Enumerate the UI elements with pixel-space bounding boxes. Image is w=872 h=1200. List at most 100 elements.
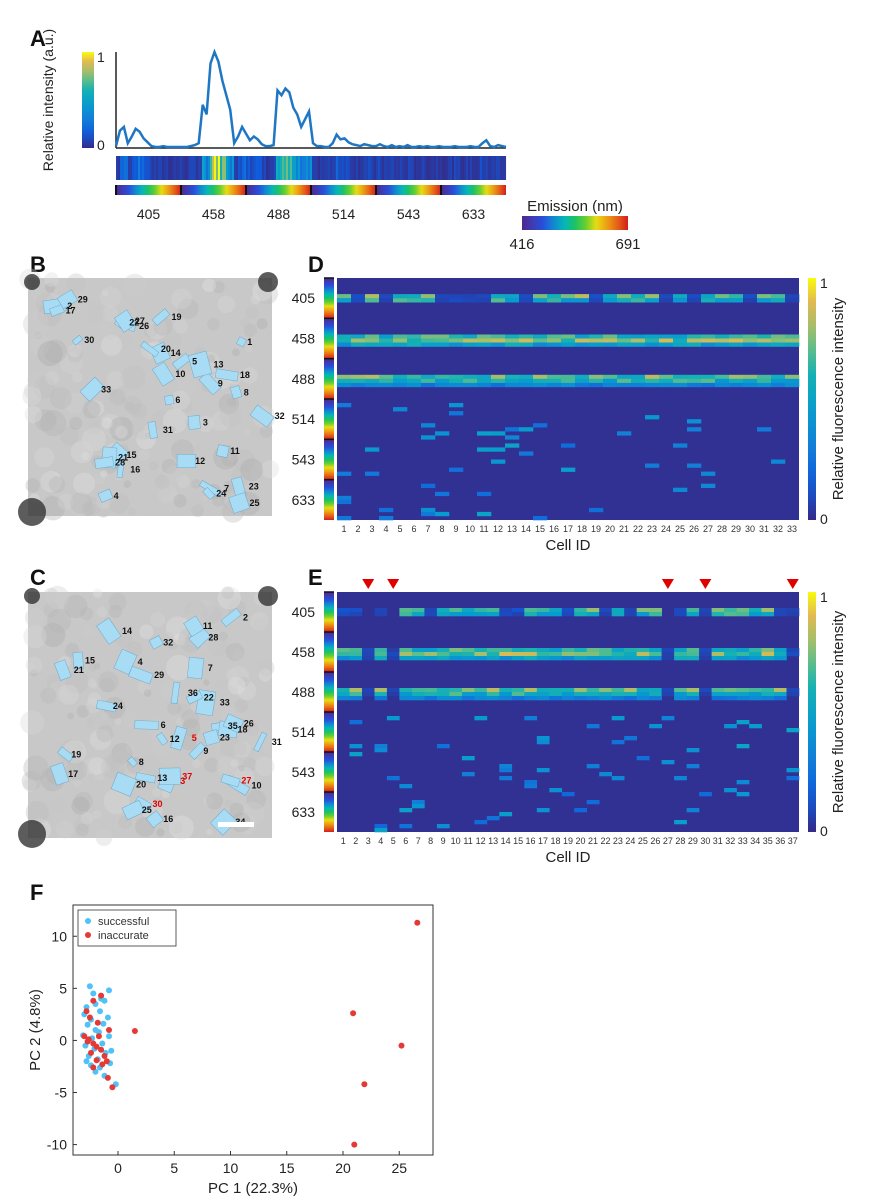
cell-outline xyxy=(186,656,205,680)
panel-e-xtick: 29 xyxy=(688,836,698,846)
cell-label: 4 xyxy=(114,491,119,501)
cell-label: 36 xyxy=(188,688,198,698)
panel-f-xtick: 25 xyxy=(391,1160,407,1176)
cell-outline xyxy=(127,756,138,768)
panel-d-xtick: 19 xyxy=(591,524,601,534)
scatter-point xyxy=(361,1081,368,1088)
panel-d-xtick: 30 xyxy=(745,524,755,534)
scatter-point xyxy=(90,1064,97,1071)
panel-e-xtick: 36 xyxy=(775,836,785,846)
panel-e-xtick: 17 xyxy=(538,836,548,846)
cell-outline xyxy=(145,810,164,829)
scatter-point xyxy=(98,1046,105,1053)
cell-label: 19 xyxy=(172,312,182,322)
panel-e-cells xyxy=(337,608,800,833)
panel-d-xtick: 21 xyxy=(619,524,629,534)
cell-label: 33 xyxy=(101,384,111,394)
panel-d-colorbar-max: 1 xyxy=(820,275,828,291)
cell-outline xyxy=(170,725,188,751)
panel-f-xtick: 15 xyxy=(279,1160,295,1176)
cell-label: 7 xyxy=(208,663,213,673)
cell-label: 28 xyxy=(115,458,125,468)
panel-label-b: B xyxy=(30,252,46,277)
panel-a-emission-tick: 405 xyxy=(137,206,161,222)
cell-label: 2 xyxy=(243,613,248,623)
panel-d-xtick: 6 xyxy=(411,524,416,534)
panel-d-xtick: 22 xyxy=(633,524,643,534)
cell-outline xyxy=(57,746,75,763)
legend-label: inaccurate xyxy=(98,930,149,942)
panel-d-xtick: 8 xyxy=(439,524,444,534)
cell-outline xyxy=(151,308,171,326)
panel-b-cells xyxy=(42,289,275,514)
cell-label: 15 xyxy=(85,656,95,666)
cell-label: 13 xyxy=(214,360,224,370)
panel-e-xlabel: Cell ID xyxy=(545,849,590,866)
panel-d-xtick: 15 xyxy=(535,524,545,534)
panel-a-emission-tick: 543 xyxy=(397,206,421,222)
panel-f-ytick: 10 xyxy=(51,928,67,944)
cell-label: 23 xyxy=(220,733,230,743)
panel-e-xtick: 15 xyxy=(513,836,523,846)
panel-e-xtick: 19 xyxy=(563,836,573,846)
cell-label: 22 xyxy=(129,317,139,327)
cell-outline xyxy=(220,607,242,628)
cell-label: 21 xyxy=(118,453,128,463)
panel-e-xtick: 2 xyxy=(353,836,358,846)
cell-label: 18 xyxy=(238,724,248,734)
panel-f-xtick: 20 xyxy=(335,1160,351,1176)
cell-outline xyxy=(198,371,222,396)
scatter-point xyxy=(104,1074,111,1081)
cell-outline xyxy=(187,350,213,379)
scatter-point xyxy=(98,992,105,999)
scatter-point xyxy=(100,1020,107,1027)
panel-f-xtick: 10 xyxy=(223,1160,239,1176)
panel-a-intensity-strip xyxy=(116,156,507,180)
cell-outline xyxy=(56,289,79,310)
cell-outline xyxy=(185,690,204,705)
panel-f-series-inaccurate xyxy=(81,919,421,1148)
scatter-point xyxy=(84,1038,91,1045)
panel-b-background xyxy=(28,278,272,516)
cell-label: 6 xyxy=(175,395,180,405)
emission-legend-max: 691 xyxy=(615,236,640,253)
legend-marker xyxy=(85,932,91,938)
scatter-point xyxy=(101,1053,108,1059)
cell-label: 19 xyxy=(71,749,81,759)
cell-outline xyxy=(249,404,275,428)
cell-label: 24 xyxy=(216,488,226,498)
cell-outline xyxy=(187,415,201,430)
panel-e-xtick: 3 xyxy=(366,836,371,846)
panel-d-xtick: 18 xyxy=(577,524,587,534)
cell-outline xyxy=(50,762,70,786)
panel-e-ytick: 458 xyxy=(292,644,316,660)
scatter-point xyxy=(104,1014,111,1021)
panel-d-xtick: 11 xyxy=(479,524,488,534)
panel-d-xtick: 29 xyxy=(731,524,741,534)
scatter-point xyxy=(99,1061,106,1068)
cell-label: 12 xyxy=(170,734,180,744)
scatter-point xyxy=(94,1019,101,1026)
panel-f-legend xyxy=(77,909,177,947)
cell-outline xyxy=(113,648,138,675)
cell-outline xyxy=(53,659,72,681)
panel-e-xtick: 23 xyxy=(613,836,623,846)
cell-label: 26 xyxy=(244,718,254,728)
cell-label: 29 xyxy=(78,294,88,304)
cell-label: 20 xyxy=(136,779,146,789)
panel-e-xtick: 30 xyxy=(700,836,710,846)
panel-e-xtick: 13 xyxy=(488,836,498,846)
panel-d-xtick: 27 xyxy=(703,524,713,534)
panel-e-marker-arrow xyxy=(387,579,400,589)
cell-outline xyxy=(228,492,251,514)
cell-label: 8 xyxy=(244,387,249,397)
cell-label: 20 xyxy=(161,344,171,354)
scatter-point xyxy=(103,1058,110,1065)
cell-label: 6 xyxy=(161,720,166,730)
cell-outline xyxy=(159,767,181,785)
cell-outline xyxy=(183,615,205,637)
scatter-point xyxy=(131,1028,138,1034)
panel-a-emission-tick: 488 xyxy=(267,206,291,222)
panel-d-xtick: 24 xyxy=(661,524,671,534)
panel-e-ytick: 633 xyxy=(292,804,316,820)
